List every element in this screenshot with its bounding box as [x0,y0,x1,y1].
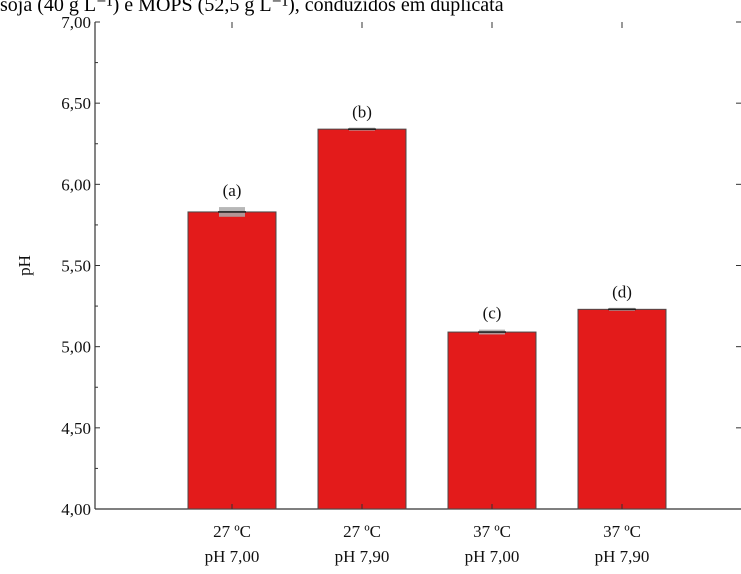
bar-annotation: (a) [223,181,242,200]
x-tick-label-temperature: 27 ºC [343,522,381,541]
y-tick-label: 7,00 [61,13,91,32]
y-tick-label: 4,00 [61,500,91,519]
y-tick-label: 4,50 [61,419,91,438]
x-tick-label-ph: pH 7,90 [335,547,390,566]
bar [447,331,537,510]
bar-annotation: (d) [612,283,632,302]
bar-annotation: (c) [483,304,502,323]
figure-caption: soja (40 g L⁻¹) e MOPS (52,5 g L⁻¹), con… [0,0,504,16]
x-tick-label-ph: pH 7,00 [465,547,520,566]
x-tick-label-ph: pH 7,00 [205,547,260,566]
bar [187,211,277,510]
x-tick-label-ph: pH 7,90 [595,547,650,566]
bar-annotation: (b) [352,102,372,121]
y-tick-label: 5,50 [61,257,91,276]
y-tick-label: 6,50 [61,94,91,113]
x-tick-label-temperature: 37 ºC [473,522,511,541]
y-axis-label: pH [15,255,34,276]
y-tick-label: 5,00 [61,338,91,357]
y-tick-label: 6,00 [61,175,91,194]
x-tick-label-temperature: 37 ºC [603,522,641,541]
x-tick-label-temperature: 27 ºC [213,522,251,541]
bar [577,308,667,510]
bar [317,128,407,510]
